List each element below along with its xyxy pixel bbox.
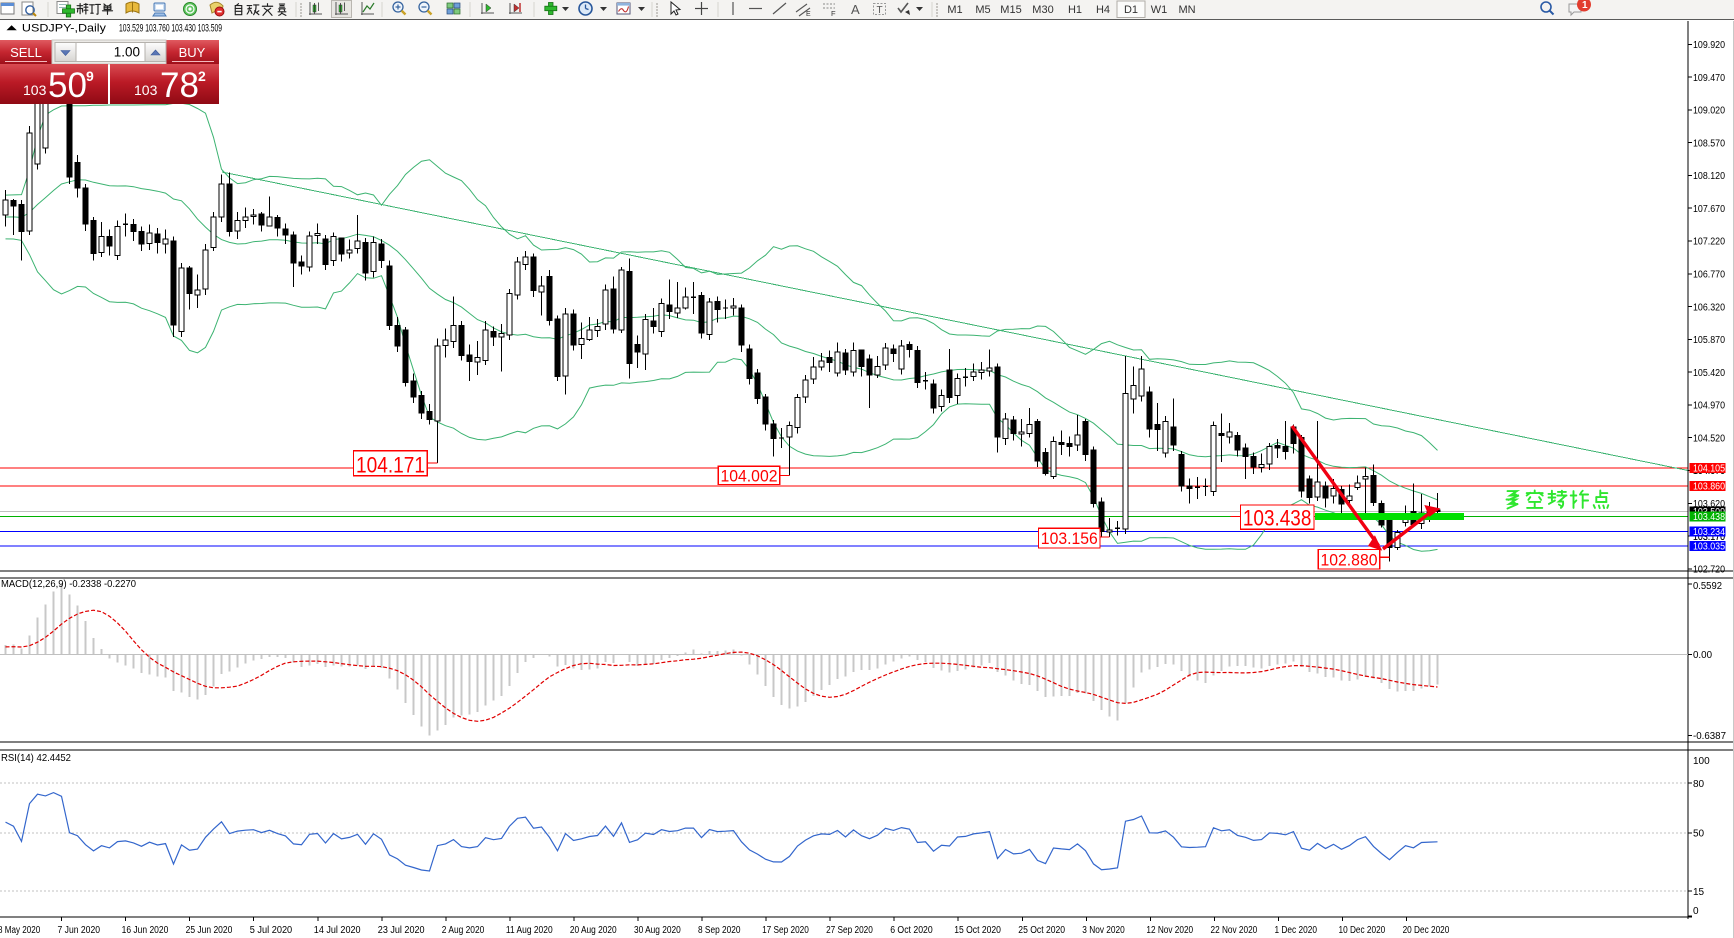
svg-text:103: 103 — [23, 82, 47, 98]
svg-text:1: 1 — [1582, 0, 1588, 11]
svg-text:H4: H4 — [1096, 4, 1110, 16]
svg-text:5 Jul 2020: 5 Jul 2020 — [250, 925, 293, 936]
svg-text:80: 80 — [1693, 779, 1705, 790]
svg-text:50: 50 — [48, 66, 87, 104]
svg-text:BUY: BUY — [179, 45, 206, 60]
svg-text:8 Sep 2020: 8 Sep 2020 — [698, 925, 741, 936]
svg-text:T: T — [877, 5, 883, 16]
svg-text:100: 100 — [1693, 756, 1710, 767]
svg-text:103.170: 103.170 — [1693, 532, 1725, 543]
svg-text:107.670: 107.670 — [1693, 204, 1725, 215]
svg-text:10 Dec 2020: 10 Dec 2020 — [1339, 925, 1386, 936]
svg-text:H1: H1 — [1068, 4, 1082, 16]
svg-text:D1: D1 — [1124, 4, 1138, 16]
svg-text:103.860: 103.860 — [1693, 482, 1725, 493]
svg-text:M1: M1 — [947, 4, 962, 16]
svg-text:0.5592: 0.5592 — [1693, 581, 1722, 592]
svg-text:103.620: 103.620 — [1693, 499, 1725, 510]
svg-text:108.120: 108.120 — [1693, 171, 1725, 182]
svg-text:104.105: 104.105 — [1693, 464, 1725, 475]
svg-text:F: F — [831, 9, 836, 18]
svg-text:104.002: 104.002 — [721, 467, 778, 485]
svg-text:109.920: 109.920 — [1693, 40, 1725, 51]
svg-text:25 Oct 2020: 25 Oct 2020 — [1018, 925, 1065, 936]
svg-text:A: A — [851, 2, 860, 17]
svg-text:MACD(12,26,9) -0.2338 -0.2270: MACD(12,26,9) -0.2338 -0.2270 — [1, 578, 136, 590]
svg-text:15 Oct 2020: 15 Oct 2020 — [954, 925, 1001, 936]
svg-text:11 Aug 2020: 11 Aug 2020 — [506, 925, 553, 936]
svg-text:-0.6387: -0.6387 — [1693, 731, 1726, 742]
svg-text:20 Dec 2020: 20 Dec 2020 — [1403, 925, 1450, 936]
svg-text:RSI(14) 42.4452: RSI(14) 42.4452 — [1, 752, 71, 764]
svg-text:103.438: 103.438 — [1243, 506, 1312, 531]
svg-text:103.529 103.760 103.430 103.50: 103.529 103.760 103.430 103.509 — [119, 23, 222, 35]
svg-text:6 Oct 2020: 6 Oct 2020 — [890, 925, 933, 936]
svg-text:23 Jul 2020: 23 Jul 2020 — [378, 925, 425, 936]
svg-text:103.156: 103.156 — [1041, 530, 1098, 548]
svg-text:E: E — [806, 11, 811, 18]
svg-text:103.170: 103.170 — [1693, 532, 1725, 543]
svg-text:103.438: 103.438 — [1693, 512, 1725, 523]
svg-text:15: 15 — [1693, 887, 1705, 898]
svg-text:7 Jun 2020: 7 Jun 2020 — [58, 925, 101, 936]
svg-text:M5: M5 — [975, 4, 990, 16]
svg-text:30 Aug 2020: 30 Aug 2020 — [634, 925, 681, 936]
svg-text:SELL: SELL — [10, 45, 42, 60]
svg-text:9: 9 — [86, 68, 94, 84]
svg-text:0: 0 — [1693, 906, 1699, 917]
svg-text:22 Nov 2020: 22 Nov 2020 — [1211, 925, 1258, 936]
svg-text:103.234: 103.234 — [1693, 527, 1725, 538]
svg-text:109.020: 109.020 — [1693, 106, 1725, 117]
svg-text:16 Jun 2020: 16 Jun 2020 — [122, 925, 169, 936]
svg-text:102.720: 102.720 — [1693, 565, 1725, 576]
svg-text:104.171: 104.171 — [356, 452, 425, 477]
svg-text:102.880: 102.880 — [1321, 551, 1378, 569]
svg-text:20 Aug 2020: 20 Aug 2020 — [570, 925, 617, 936]
svg-text:M30: M30 — [1032, 4, 1053, 16]
svg-text:0.00: 0.00 — [1693, 650, 1712, 661]
svg-text:103: 103 — [134, 82, 158, 98]
svg-text:104.970: 104.970 — [1693, 401, 1725, 412]
svg-text:108.570: 108.570 — [1693, 138, 1725, 149]
svg-text:M15: M15 — [1000, 4, 1021, 16]
svg-text:2: 2 — [198, 68, 206, 84]
svg-text:25 Jun 2020: 25 Jun 2020 — [186, 925, 233, 936]
svg-text:103.035: 103.035 — [1693, 542, 1725, 553]
svg-text:17 Sep 2020: 17 Sep 2020 — [762, 925, 809, 936]
svg-text:28 May 2020: 28 May 2020 — [0, 925, 41, 936]
svg-text:78: 78 — [160, 66, 199, 104]
svg-text:12 Nov 2020: 12 Nov 2020 — [1146, 925, 1193, 936]
svg-text:1 Dec 2020: 1 Dec 2020 — [1275, 925, 1318, 936]
svg-text:104.520: 104.520 — [1693, 433, 1725, 444]
svg-text:109.470: 109.470 — [1693, 73, 1725, 84]
svg-text:27 Sep 2020: 27 Sep 2020 — [826, 925, 873, 936]
svg-text:3 Nov 2020: 3 Nov 2020 — [1082, 925, 1125, 936]
svg-text:2 Aug 2020: 2 Aug 2020 — [442, 925, 485, 936]
svg-text:107.220: 107.220 — [1693, 237, 1725, 248]
svg-text:105.420: 105.420 — [1693, 368, 1725, 379]
svg-text:106.770: 106.770 — [1693, 270, 1725, 281]
svg-text:1.00: 1.00 — [114, 45, 140, 60]
svg-text:105.870: 105.870 — [1693, 335, 1725, 346]
svg-text:MN: MN — [1178, 4, 1195, 16]
svg-text:106.320: 106.320 — [1693, 302, 1725, 313]
svg-text:50: 50 — [1693, 829, 1705, 840]
svg-text:USDJPY-,Daily: USDJPY-,Daily — [22, 23, 107, 35]
svg-text:W1: W1 — [1151, 4, 1168, 16]
svg-text:14 Jul 2020: 14 Jul 2020 — [314, 925, 361, 936]
